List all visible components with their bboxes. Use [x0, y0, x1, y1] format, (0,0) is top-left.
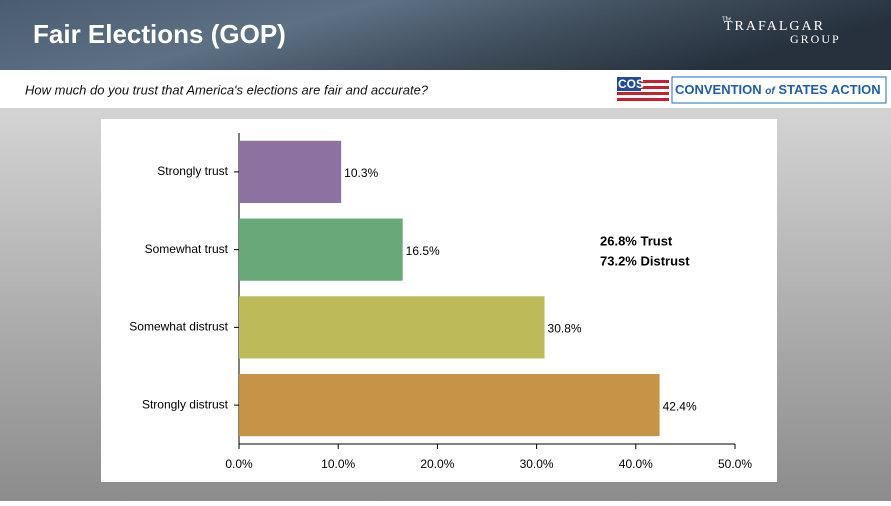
logo-box [671, 76, 887, 104]
title: Fair Elections (GOP) [33, 19, 286, 49]
logo-text: The [722, 16, 732, 22]
x-tick-label: 0.0% [225, 457, 253, 471]
bar [239, 296, 545, 359]
y-tick-label: Strongly trust [157, 164, 228, 178]
subtitle: How much do you trust that America's ele… [25, 82, 429, 97]
value-label: 16.5% [406, 244, 440, 258]
logo-text: CONVENTION [675, 82, 762, 97]
bar [239, 140, 342, 203]
logo-text: TRAFALGAR [724, 19, 825, 34]
flag-icon [617, 77, 669, 103]
value-label: 30.8% [548, 322, 582, 336]
value-label: 10.3% [344, 166, 378, 180]
y-tick-label: Strongly distrust [142, 397, 229, 411]
y-tick-label: Somewhat trust [145, 242, 229, 256]
header-band [0, 0, 891, 70]
x-tick-label: 20.0% [420, 457, 454, 471]
logo-text: GROUP [790, 32, 841, 46]
value-label: 42.4% [663, 399, 697, 413]
x-tick-label: 40.0% [619, 457, 653, 471]
x-tick-label: 50.0% [718, 457, 752, 471]
bar [239, 374, 660, 437]
annotation: 73.2% Distrust [600, 253, 690, 268]
bar [239, 218, 403, 281]
logo-text: COS [618, 77, 644, 91]
annotation: 26.8% Trust [600, 233, 673, 248]
logo-text: CONVENTION of STATES ACTION [675, 82, 881, 97]
y-tick-label: Somewhat distrust [129, 320, 228, 334]
logo-text: of [765, 86, 776, 97]
logo-text: STATES ACTION [778, 82, 880, 97]
x-tick-label: 10.0% [321, 457, 355, 471]
x-tick-label: 30.0% [520, 457, 554, 471]
